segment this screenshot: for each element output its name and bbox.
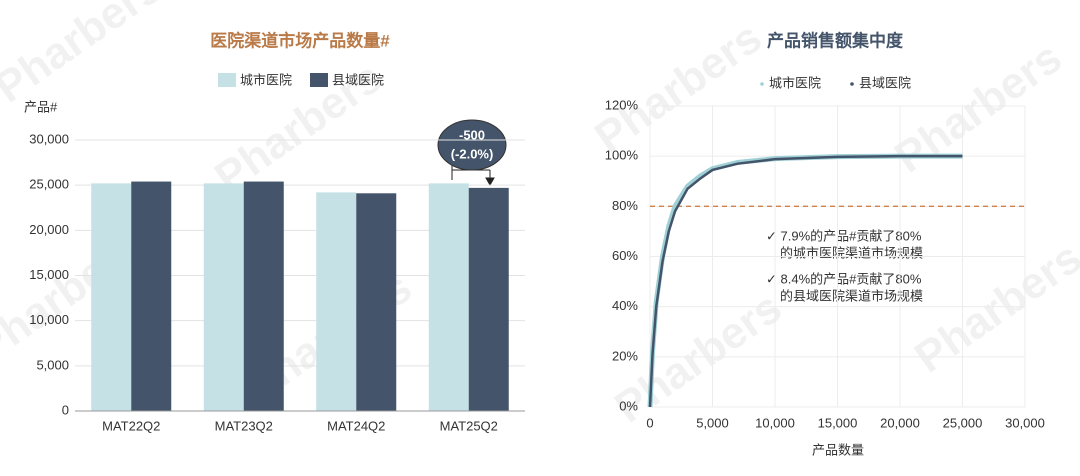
x-tick-label: 15,000	[818, 415, 858, 430]
x-tick-label: 20,000	[880, 415, 920, 430]
bar	[91, 183, 132, 411]
x-tick-label: 5,000	[696, 415, 729, 430]
legend-label: 城市医院	[240, 72, 292, 87]
y-tick-label: 20,000	[29, 222, 69, 237]
y-tick-label: 60%	[612, 248, 638, 263]
y-tick-label: 15,000	[29, 267, 69, 282]
watermark: Pharbers	[0, 0, 171, 112]
legend-swatch	[218, 73, 236, 87]
legend-marker	[760, 82, 764, 86]
y-tick-label: 5,000	[36, 357, 69, 372]
bar	[243, 181, 284, 411]
y-tick-label: 120%	[605, 97, 639, 112]
bar	[468, 187, 509, 411]
annotation: 的县域医院渠道市场规模	[780, 288, 923, 303]
legend-label: 城市医院	[769, 75, 821, 90]
y-tick-label: 100%	[605, 148, 639, 163]
y-tick-label: 0%	[619, 398, 638, 413]
x-tick-label: MAT23Q2	[215, 418, 273, 433]
y-tick-label: 30,000	[29, 131, 69, 146]
y-tick-label: 20%	[612, 348, 638, 363]
legend-label: 县域医院	[332, 72, 384, 87]
chart-title: 产品销售额集中度	[767, 30, 904, 50]
x-tick-label: MAT24Q2	[327, 418, 385, 433]
x-tick-label: MAT25Q2	[440, 418, 498, 433]
watermark: Pharbers	[586, 13, 770, 163]
legend-swatch	[310, 73, 328, 87]
annotation: ✓ 8.4%的产品#贡献了80%	[766, 271, 922, 286]
line	[648, 154, 963, 408]
y-tick-label: 0	[62, 402, 69, 417]
annotation: ✓ 7.9%的产品#贡献了80%	[766, 228, 922, 243]
bar	[316, 192, 357, 411]
bar	[356, 193, 397, 411]
bar	[428, 183, 469, 411]
x-tick-label: 0	[646, 415, 653, 430]
x-axis-label: 产品数量	[812, 442, 864, 457]
legend-label: 县域医院	[859, 75, 911, 90]
bar	[203, 183, 244, 411]
chart-title: 医院渠道市场产品数量#	[210, 30, 390, 50]
watermark: Pharbers	[906, 233, 1080, 383]
annotation: (-2.0%)	[451, 146, 494, 161]
y-tick-label: 40%	[612, 298, 638, 313]
annotation: 的城市医院渠道市场规模	[780, 245, 923, 260]
x-tick-label: MAT22Q2	[102, 418, 160, 433]
legend-marker	[850, 82, 854, 86]
x-tick-label: 25,000	[943, 415, 983, 430]
bar	[131, 181, 172, 411]
y-tick-label: 80%	[612, 198, 638, 213]
x-tick-label: 30,000	[1005, 415, 1045, 430]
x-tick-label: 10,000	[755, 415, 795, 430]
annotation: -500	[459, 127, 485, 142]
watermark: Pharbers	[886, 33, 1070, 183]
y-tick-label: 25,000	[29, 177, 69, 192]
y-axis-label: 产品#	[24, 99, 58, 114]
y-tick-label: 10,000	[29, 312, 69, 327]
annotation-bubble	[437, 119, 507, 171]
